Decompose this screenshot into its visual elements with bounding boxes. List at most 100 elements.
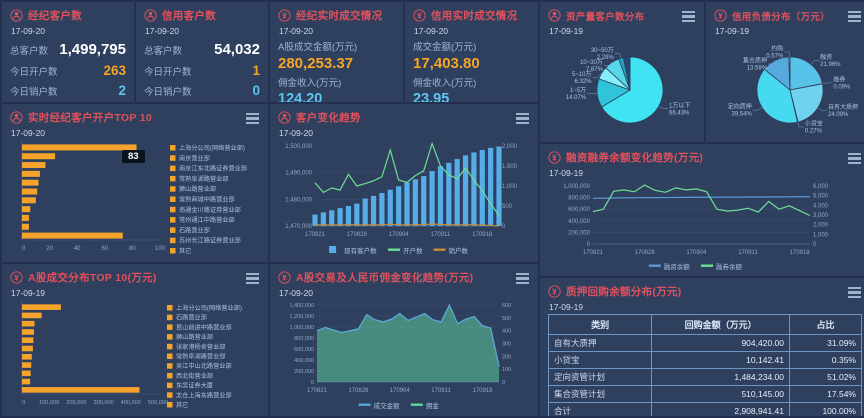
- panel-menu-icon[interactable]: [848, 153, 861, 164]
- legend-item[interactable]: 融券余额: [701, 262, 743, 271]
- panel-menu-icon[interactable]: [682, 11, 695, 22]
- bar[interactable]: [22, 329, 34, 335]
- legend-item[interactable]: 常熟阜湖路营业部: [167, 353, 226, 361]
- legend-item[interactable]: 常州通江中路营业部: [170, 216, 235, 224]
- legend-item[interactable]: 成交金额: [358, 401, 401, 410]
- pie-slice[interactable]: [789, 56, 823, 91]
- legend-item[interactable]: 销户数: [433, 246, 469, 255]
- metric: 成交金额(万元) 17,403.80: [413, 39, 530, 72]
- pie-slice[interactable]: [622, 56, 631, 91]
- legend-item[interactable]: 东吴证券大厦: [167, 382, 213, 390]
- legend-item[interactable]: 昆山前进中路营业部: [167, 323, 232, 331]
- panel-menu-icon[interactable]: [848, 11, 861, 22]
- legend-item[interactable]: 现有客户数: [329, 246, 377, 255]
- pie-slice[interactable]: [789, 83, 824, 123]
- legend-item[interactable]: 张家港杨舍营业部: [167, 343, 226, 351]
- table-header: 占比: [789, 314, 862, 335]
- margin-trend-chart[interactable]: 0200,000400,000600,000800,0001,000,00001…: [548, 180, 854, 272]
- panel-title: 资产量客户数分布: [566, 11, 645, 23]
- legend-item[interactable]: 佣金: [410, 401, 440, 410]
- legend-item[interactable]: 上海分公司(网络营业部): [167, 304, 242, 312]
- bar[interactable]: [22, 387, 140, 393]
- panel-turnover-trend: ¥ A股交易及人民币佣金变化趋势(万元) 17-09-20 0 200,000 400…: [270, 264, 538, 416]
- bar[interactable]: [22, 153, 56, 160]
- pie-slice[interactable]: [601, 56, 664, 124]
- line-series[interactable]: [592, 196, 811, 199]
- legend-item[interactable]: 西北街营业部: [167, 372, 213, 380]
- svg-text:60: 60: [101, 246, 108, 252]
- panel-margin-trend: ¥ 融资融券余额变化趋势(万元) 17-09-19 0 200,000 400,000…: [540, 144, 864, 276]
- panel-menu-icon[interactable]: [246, 273, 259, 284]
- bar[interactable]: [22, 170, 40, 177]
- legend-item[interactable]: 石路营业部: [167, 314, 207, 322]
- legend-item[interactable]: 常熟商城中路营业部: [170, 196, 235, 204]
- line-series[interactable]: [592, 184, 811, 217]
- turnover-trend-chart[interactable]: 0 200,000 400,000 600,000 800,000 1,000,000 1,…: [278, 300, 530, 412]
- bar[interactable]: [22, 370, 31, 377]
- svg-text:1,500,000: 1,500,000: [285, 144, 312, 150]
- legend-item[interactable]: 其它: [170, 247, 191, 255]
- bar[interactable]: [22, 312, 42, 319]
- pie-label: 5~10万: [572, 71, 592, 78]
- legend-item[interactable]: 苏州长江路证券营业部: [170, 237, 241, 245]
- legend-item[interactable]: 吴江中山北路营业部: [167, 362, 232, 370]
- bar[interactable]: [22, 353, 32, 360]
- pie-slice[interactable]: [756, 68, 798, 124]
- bar[interactable]: [22, 378, 31, 385]
- legend-item[interactable]: 常熟阜湖路营业部: [170, 175, 229, 183]
- legend-item[interactable]: 其它: [167, 401, 188, 409]
- bar[interactable]: [22, 144, 137, 151]
- panel-date: 17-09-19: [549, 26, 584, 36]
- legend-item[interactable]: 南通金川路证券营业部: [170, 206, 241, 214]
- bar[interactable]: [22, 214, 29, 221]
- bar[interactable]: [22, 304, 61, 310]
- legend-item[interactable]: 南京营业部: [170, 154, 210, 162]
- legend-item[interactable]: 开户数: [388, 246, 423, 255]
- panel-title: 信用负债分布（万元）: [732, 11, 831, 23]
- panel-menu-icon[interactable]: [516, 273, 529, 284]
- bar[interactable]: [22, 320, 35, 327]
- turnover-top10-chart[interactable]: 0 100,000 200,000 300,000 400,000 500,000 上海分公…: [10, 300, 260, 412]
- table-row: 小贷宝 10,142.41 0.35%: [547, 351, 862, 369]
- customer-trend-chart[interactable]: 1,470,000 1,480,000 1,490,000 1,500,000 0 500…: [278, 140, 530, 258]
- svg-text:100: 100: [155, 246, 166, 252]
- svg-text:170821: 170821: [307, 388, 328, 394]
- bar[interactable]: [22, 162, 46, 169]
- legend-item[interactable]: 狮山路营业部: [170, 185, 216, 193]
- line-series[interactable]: [314, 141, 500, 216]
- panel-menu-icon[interactable]: [848, 287, 861, 298]
- line-series[interactable]: [316, 304, 500, 367]
- panel-customer-trend: 客户变化趋势 17-09-20 1,470,000 1,480,000 1,490,…: [270, 104, 538, 262]
- bar[interactable]: [22, 345, 33, 352]
- bar[interactable]: [22, 197, 36, 204]
- legend-item[interactable]: 南京江东北路证券营业部: [170, 165, 247, 173]
- bar[interactable]: [22, 337, 34, 344]
- svg-text:常州通江中路营业部: 常州通江中路营业部: [179, 216, 235, 224]
- bar[interactable]: [22, 179, 39, 186]
- bar[interactable]: [22, 206, 31, 213]
- svg-text:600,000: 600,000: [294, 347, 314, 353]
- pie-label: 10~30万: [580, 59, 603, 66]
- area-series[interactable]: [317, 305, 499, 382]
- bar[interactable]: [22, 232, 123, 239]
- panel-title: 质押回购余额分布(万元): [566, 286, 682, 298]
- legend-item[interactable]: 融资余额: [648, 262, 691, 271]
- legend-item[interactable]: 狮山路营业部: [167, 333, 213, 341]
- bar[interactable]: [22, 188, 38, 195]
- svg-text:200: 200: [502, 354, 511, 360]
- panel-menu-icon[interactable]: [246, 113, 259, 124]
- panel-menu-icon[interactable]: [516, 113, 529, 124]
- legend-item[interactable]: 太仓上海东路营业部: [167, 391, 232, 399]
- stat-row: 总客户数 54,032: [144, 41, 260, 58]
- line-series[interactable]: [314, 223, 500, 227]
- bar-series[interactable]: [312, 146, 502, 226]
- bar[interactable]: [22, 223, 29, 230]
- bar[interactable]: [22, 362, 32, 368]
- legend-item[interactable]: 石路营业部: [170, 226, 210, 234]
- open-top10-chart[interactable]: 0 20 40 60 80 100 上海分公司(网络营业部) 南京营业部南京江东北路证券营业部…: [10, 140, 260, 258]
- legend-item[interactable]: 上海分公司(网络营业部): [170, 144, 245, 152]
- svg-text:1,000: 1,000: [813, 232, 829, 238]
- table-header: 回购金额（万元）: [651, 314, 790, 335]
